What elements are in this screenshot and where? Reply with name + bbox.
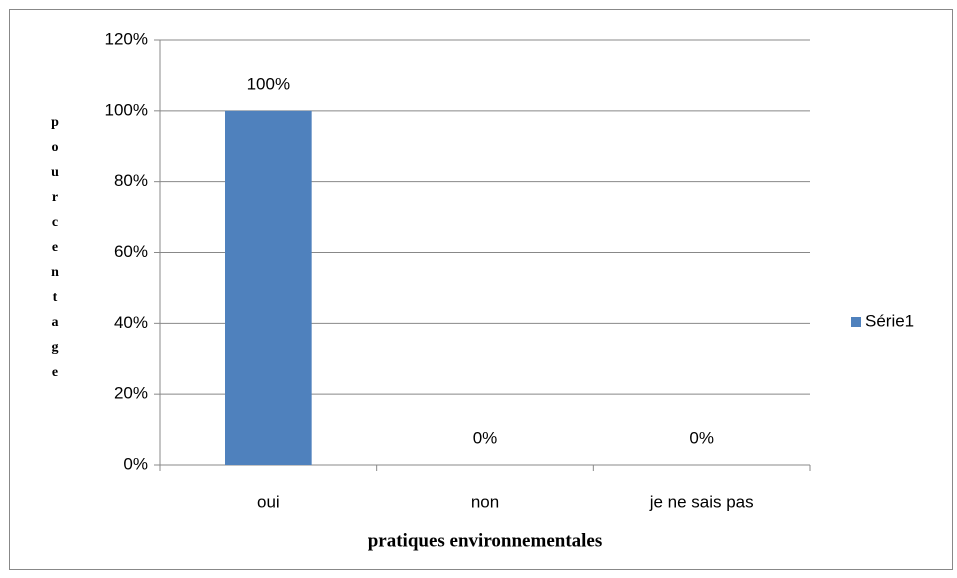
y-tick-label: 0% bbox=[123, 454, 148, 473]
y-tick-label: 60% bbox=[114, 242, 148, 261]
bar bbox=[225, 110, 312, 465]
chart-border bbox=[9, 9, 953, 570]
y-tick-label: 20% bbox=[114, 384, 148, 403]
y-tick-label: 80% bbox=[114, 171, 148, 190]
y-tick-label: 120% bbox=[105, 29, 148, 48]
y-tick-label: 100% bbox=[105, 100, 148, 119]
data-label: 0% bbox=[689, 428, 714, 447]
x-tick-label: oui bbox=[257, 492, 280, 511]
y-tick-label: 40% bbox=[114, 313, 148, 332]
data-label: 0% bbox=[473, 428, 498, 447]
x-tick-label: non bbox=[471, 492, 499, 511]
legend-label: Série1 bbox=[865, 311, 914, 330]
x-axis-title: pratiques environnementales bbox=[368, 530, 603, 551]
legend-swatch bbox=[851, 317, 861, 327]
x-tick-label: je ne sais pas bbox=[649, 492, 754, 511]
data-label: 100% bbox=[247, 74, 290, 93]
y-axis-title: pourcentage bbox=[48, 115, 63, 390]
